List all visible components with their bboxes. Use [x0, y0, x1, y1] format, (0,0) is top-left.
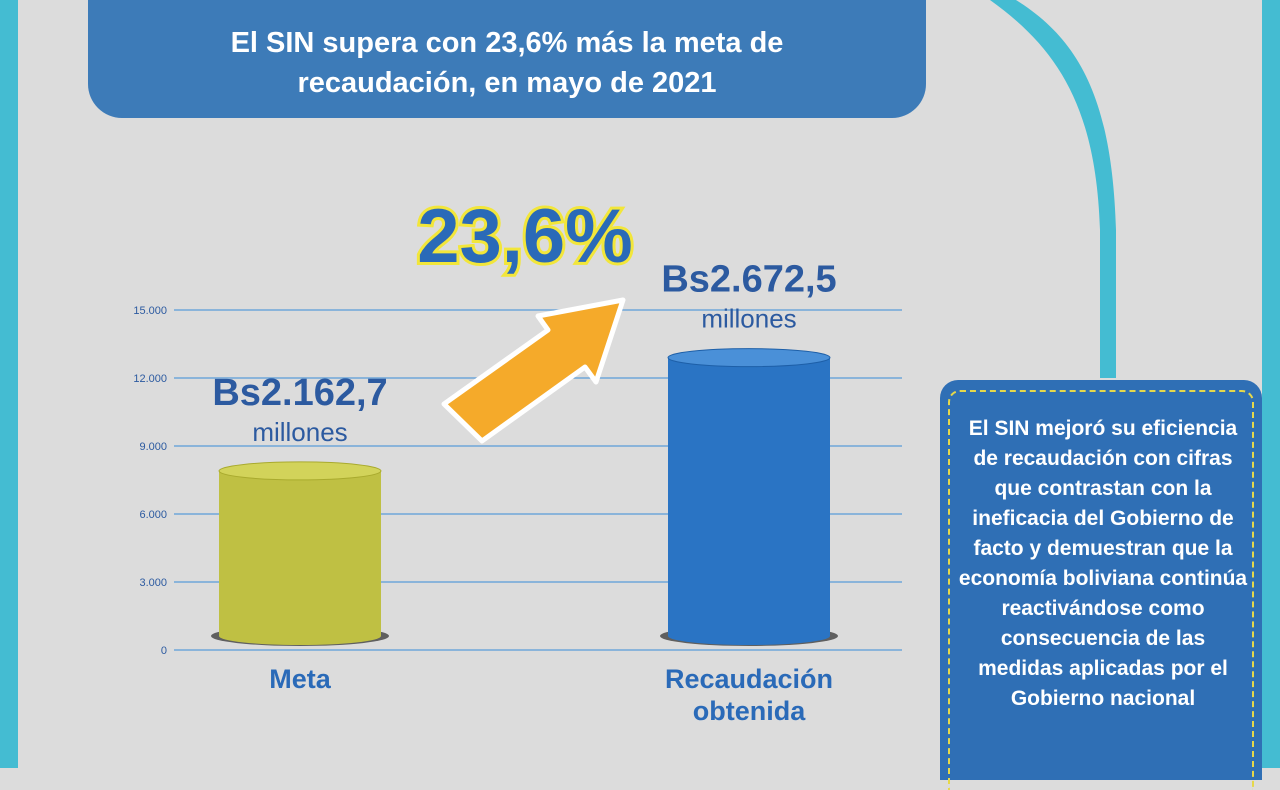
y-tick-label: 0 [161, 645, 167, 657]
right-frame-curve [990, 0, 1116, 378]
growth-arrow-icon [441, 297, 626, 444]
bar-top [667, 348, 831, 368]
info-box: El SIN mejoró su eficiencia de recaudaci… [940, 380, 1262, 790]
y-tick-label: 3.000 [139, 577, 167, 589]
y-tick-label: 6.000 [139, 509, 167, 521]
y-tick-label: 12.000 [133, 373, 167, 385]
left-frame-bar [0, 0, 18, 768]
bar [668, 357, 830, 645]
frame-decoration [0, 0, 1280, 768]
value-label-amount: Bs2.672,5 [661, 259, 836, 301]
title-line-2: recaudación, en mayo de 2021 [297, 67, 717, 99]
title-banner: El SIN supera con 23,6% más la meta de r… [88, 0, 926, 118]
y-tick-label: 9.000 [139, 441, 167, 453]
info-dashed-border [948, 390, 1254, 790]
category-label: Meta [269, 664, 331, 694]
value-label-amount: Bs2.162,7 [212, 372, 387, 414]
y-tick-label: 15.000 [133, 305, 167, 317]
category-label: Recaudación [665, 664, 833, 694]
value-label-unit: millones [701, 304, 796, 334]
bar-top [218, 461, 382, 481]
info-text: El SIN mejoró su eficiencia de recaudaci… [958, 417, 1248, 710]
growth-percent: 23,6% [417, 194, 633, 279]
category-label: obtenida [693, 696, 806, 726]
title-line-1: El SIN supera con 23,6% más la meta de [230, 27, 784, 59]
right-frame-bar [1262, 0, 1280, 768]
value-label-unit: millones [252, 417, 347, 447]
bar [219, 470, 381, 645]
